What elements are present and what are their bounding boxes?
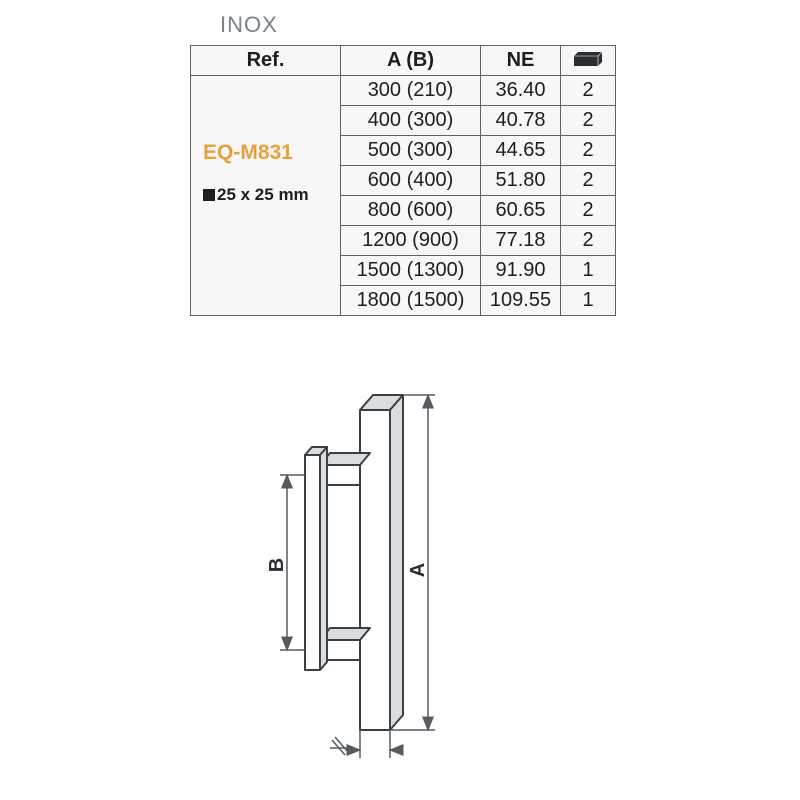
cell-pk: 1	[561, 286, 616, 316]
cell-ab: 500 (300)	[341, 136, 481, 166]
cell-ab: 1200 (900)	[341, 226, 481, 256]
table-row: EQ-M831 25 x 25 mm 300 (210) 36.40 2	[191, 76, 616, 106]
cell-ab: 1800 (1500)	[341, 286, 481, 316]
cell-pk: 2	[561, 166, 616, 196]
ref-cell: EQ-M831 25 x 25 mm	[191, 76, 341, 316]
cell-ne: 44.65	[481, 136, 561, 166]
cell-pk: 2	[561, 226, 616, 256]
page-title: INOX	[220, 12, 278, 38]
cell-ab: 600 (400)	[341, 166, 481, 196]
col-ab: A (B)	[341, 46, 481, 76]
cell-ne: 109.55	[481, 286, 561, 316]
cell-pk: 2	[561, 76, 616, 106]
cell-ne: 60.65	[481, 196, 561, 226]
product-diagram: A B	[250, 370, 550, 770]
cell-pk: 2	[561, 136, 616, 166]
cell-ne: 91.90	[481, 256, 561, 286]
package-icon	[574, 52, 602, 66]
cell-ne: 77.18	[481, 226, 561, 256]
ref-main: EQ-M831	[203, 136, 330, 170]
col-ref: Ref.	[191, 46, 341, 76]
cell-pk: 2	[561, 196, 616, 226]
ref-sub: 25 x 25 mm	[203, 185, 309, 204]
spec-table: Ref. A (B) NE EQ-M831 25 x 25	[190, 45, 616, 316]
col-ne: NE	[481, 46, 561, 76]
cell-ab: 400 (300)	[341, 106, 481, 136]
cell-ne: 51.80	[481, 166, 561, 196]
cell-pk: 2	[561, 106, 616, 136]
cell-ne: 36.40	[481, 76, 561, 106]
cell-ne: 40.78	[481, 106, 561, 136]
cell-pk: 1	[561, 256, 616, 286]
ref-sub-text: 25 x 25 mm	[217, 185, 309, 204]
cell-ab: 300 (210)	[341, 76, 481, 106]
cell-ab: 800 (600)	[341, 196, 481, 226]
dim-label-b: B	[266, 558, 288, 572]
dim-label-a: A	[407, 563, 429, 577]
col-pack	[561, 46, 616, 76]
cell-ab: 1500 (1300)	[341, 256, 481, 286]
